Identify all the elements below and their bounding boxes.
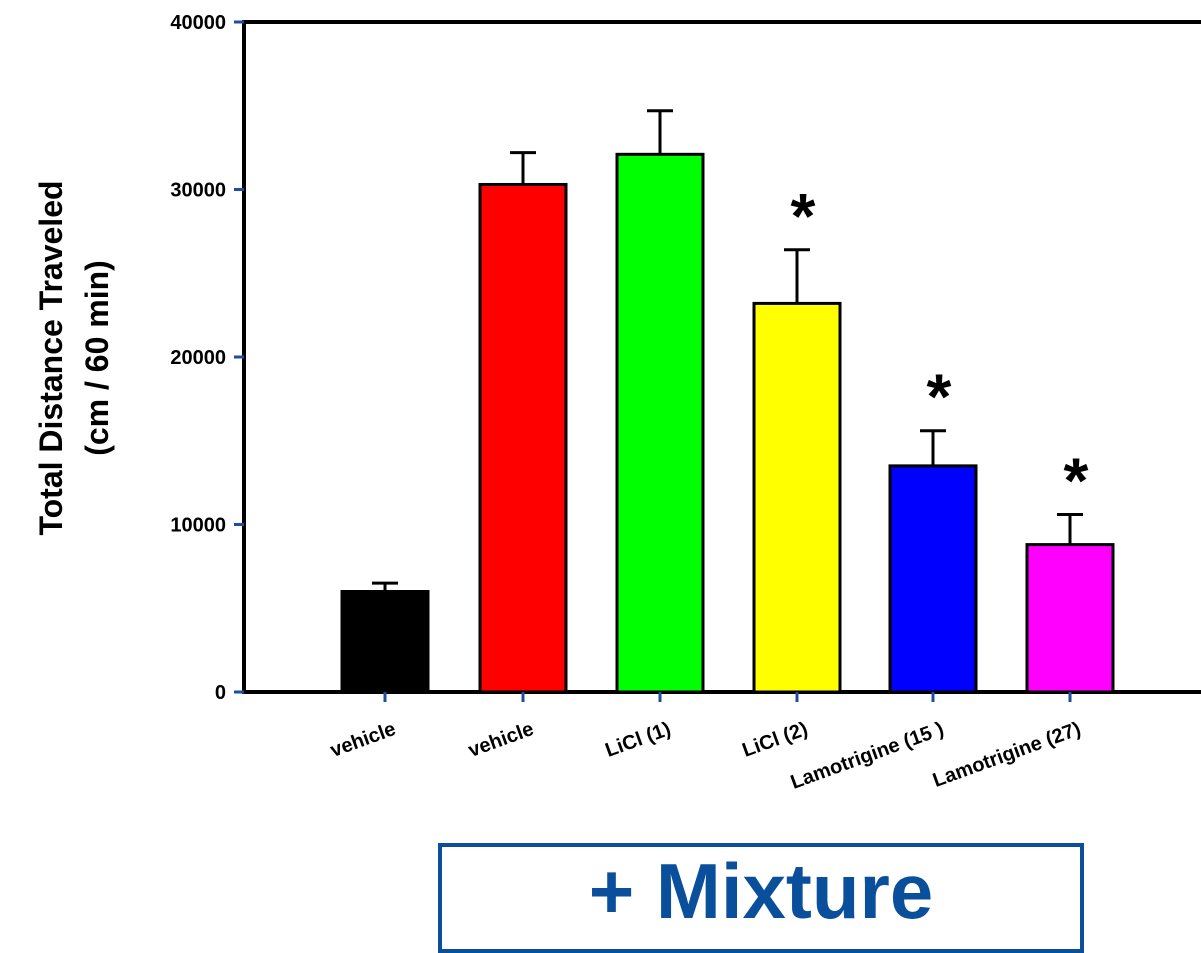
x-axis-ticks: vehicle vehicle LiCl (1) LiCl (2)Lamotrigin…	[327, 692, 1084, 794]
x-tick-label: vehicle	[465, 718, 536, 762]
bar	[888, 464, 978, 694]
bar	[1025, 543, 1115, 694]
bar	[340, 590, 430, 694]
y-tick-label: 40000	[170, 12, 226, 34]
significance-star: *	[791, 180, 816, 252]
y-axis-label-line1: Total Distance Traveled	[33, 180, 69, 535]
bar	[752, 301, 842, 694]
y-tick-label: 0	[215, 682, 226, 704]
mixture-group-box: + Mixture	[438, 843, 1084, 953]
bar	[615, 152, 705, 694]
x-tick-label: LiCl (2)	[739, 718, 810, 762]
y-axis-label-line2: (cm / 60 min)	[79, 260, 115, 456]
significance-star: *	[927, 361, 952, 433]
significance-markers: * * *	[791, 180, 1089, 517]
x-tick-label: vehicle	[327, 718, 398, 762]
y-tick-label: 10000	[170, 515, 226, 537]
bars	[340, 109, 1115, 694]
x-tick-label: Lamotrigine (15 )	[788, 718, 947, 794]
x-tick-label: LiCl (1)	[602, 718, 673, 762]
mixture-group-label: + Mixture	[588, 847, 934, 935]
x-tick-label: Lamotrigine (27)	[930, 718, 1084, 792]
y-tick-label: 30000	[170, 180, 226, 202]
bar	[478, 182, 568, 694]
y-axis-ticks: 0 10000 20000 30000 40000	[170, 12, 244, 704]
significance-star: *	[1064, 444, 1089, 516]
y-tick-label: 20000	[170, 347, 226, 369]
